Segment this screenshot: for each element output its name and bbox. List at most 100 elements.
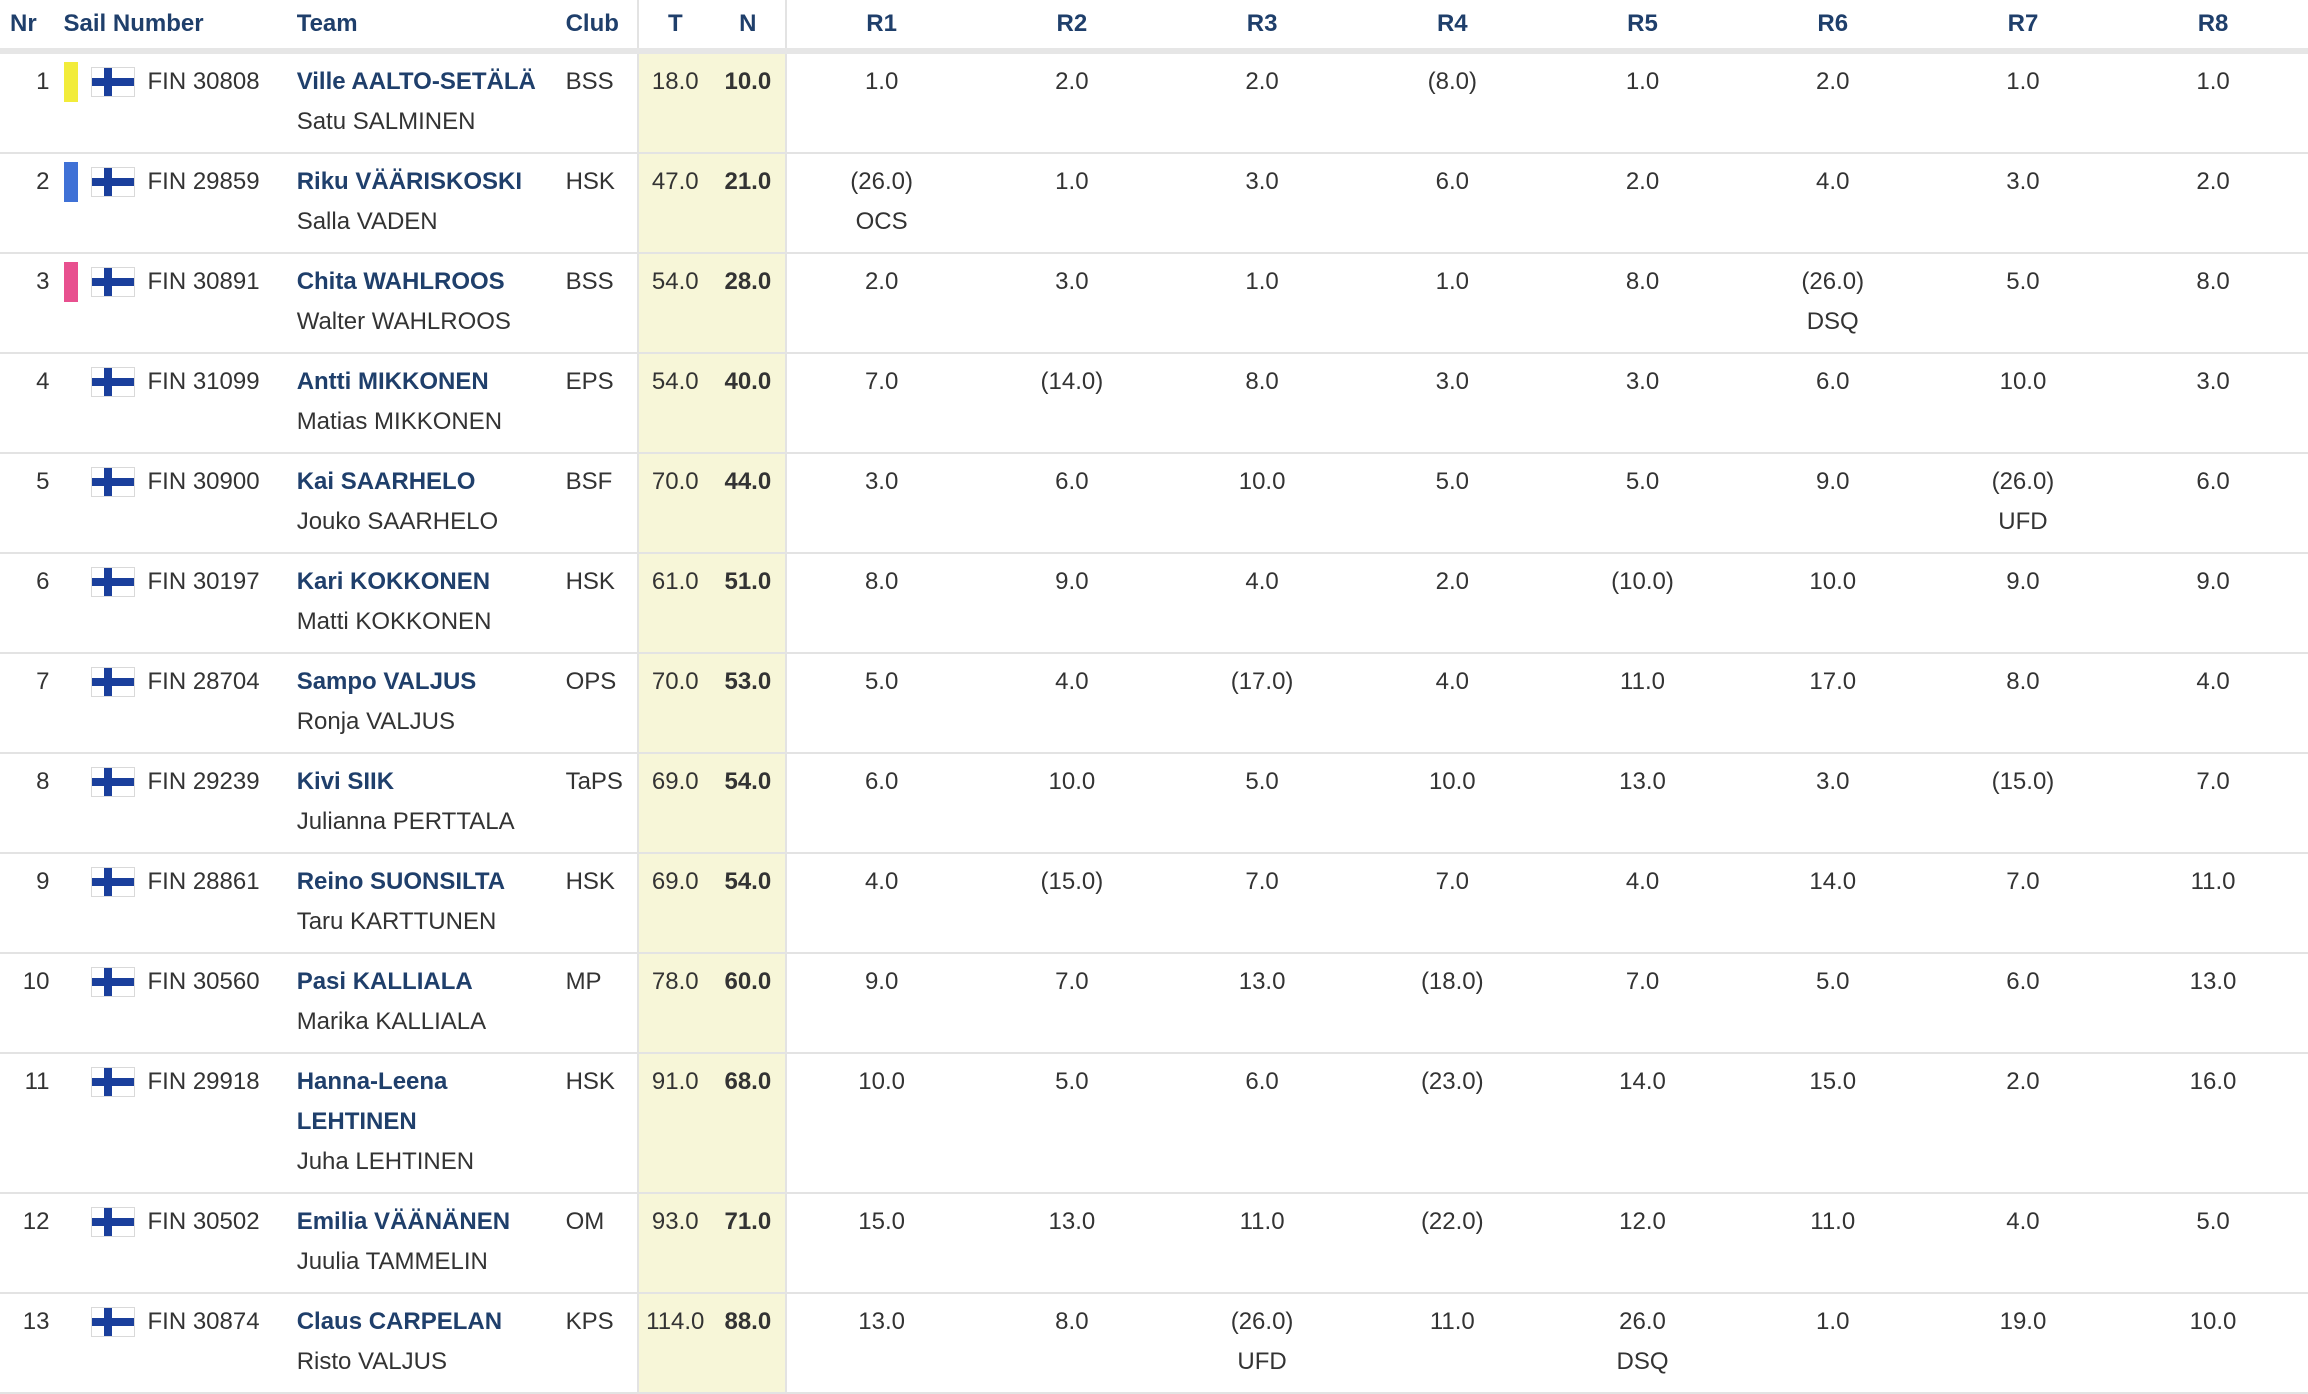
medal-stripe [64, 362, 78, 402]
net-cell: 28.0 [711, 253, 787, 354]
col-header-club[interactable]: Club [565, 0, 639, 54]
table-row[interactable]: 5 FIN 30900 Kai SAARHELO Jouko SAARHELO BSF 7… [0, 453, 2308, 554]
col-header-nr[interactable]: Nr [0, 0, 64, 54]
finland-flag-icon [91, 768, 134, 796]
finland-flag-icon [91, 968, 134, 996]
table-row[interactable]: 6 FIN 30197 Kari KOKKONEN Matti KOKKONEN HSK… [0, 553, 2308, 654]
race-score: 4.0 [2196, 668, 2230, 695]
race-score: (10.0) [1611, 568, 1674, 595]
team-cell: Sampo VALJUS Ronja VALJUS [296, 653, 566, 754]
net-points: 54.0 [724, 768, 772, 795]
col-header-r5[interactable]: R5 [1547, 0, 1738, 54]
race-score: 17.0 [1809, 668, 1857, 695]
skipper-name-link[interactable]: Kai SAARHELO [296, 468, 476, 495]
race-cell-r3: (26.0) UFD [1166, 1293, 1358, 1394]
col-header-net[interactable]: N [711, 0, 787, 54]
col-header-r2[interactable]: R2 [976, 0, 1167, 54]
total-cell: 93.0 [637, 1193, 712, 1294]
medal-stripe [64, 662, 78, 702]
medal-stripe [63, 262, 78, 302]
race-score: 5.0 [1435, 468, 1469, 495]
race-score: (26.0) [1230, 1308, 1294, 1335]
col-header-r4[interactable]: R4 [1357, 0, 1548, 54]
penalty-code: DSQ [1806, 308, 1859, 335]
col-header-r6[interactable]: R6 [1737, 0, 1928, 54]
race-score: 1.0 [1625, 68, 1660, 95]
skipper-name-link[interactable]: Kari KOKKONEN [296, 568, 491, 595]
race-score: 6.0 [2196, 468, 2230, 495]
race-cell-r4: 7.0 [1357, 853, 1548, 954]
total-points: 18.0 [651, 68, 699, 95]
race-cell-r2: 3.0 [976, 253, 1167, 354]
skipper-name-link[interactable]: Emilia VÄÄNÄNEN [296, 1208, 511, 1235]
race-score: 5.0 [1625, 468, 1660, 495]
race-cell-r8: 13.0 [2118, 953, 2308, 1054]
sail-number-cell: FIN 30197 [63, 553, 297, 654]
race-score: 2.0 [1816, 68, 1850, 95]
race-score: (18.0) [1420, 968, 1484, 995]
race-score: 11.0 [2190, 868, 2236, 895]
race-score: 1.0 [2196, 68, 2230, 95]
table-row[interactable]: 11 FIN 29918 Hanna-Leena LEHTINEN Juha LEHT… [0, 1053, 2308, 1194]
skipper-name-link[interactable]: Pasi KALLIALA [296, 968, 473, 995]
race-score: 5.0 [1245, 768, 1279, 795]
table-row[interactable]: 8 FIN 29239 Kivi SIIK Julianna PERTTALA TaPS… [0, 753, 2308, 854]
skipper-name-link[interactable]: Hanna-Leena LEHTINEN [296, 1068, 448, 1135]
skipper-name-link[interactable]: Sampo VALJUS [296, 668, 477, 695]
finland-flag-icon [91, 668, 134, 696]
finland-flag-icon [91, 168, 134, 196]
race-score: 14.0 [1809, 868, 1857, 895]
table-row[interactable]: 7 FIN 28704 Sampo VALJUS Ronja VALJUS OPS 70.… [0, 653, 2308, 754]
table-row[interactable]: 3 FIN 30891 Chita WAHLROOS Walter WAHLROOS B… [0, 253, 2308, 354]
total-cell: 61.0 [637, 553, 712, 654]
race-score: 3.0 [2006, 168, 2040, 195]
col-header-sail-number[interactable]: Sail Number [63, 0, 297, 54]
col-header-total[interactable]: T [637, 0, 712, 54]
race-score: (22.0) [1420, 1208, 1484, 1235]
skipper-name-link[interactable]: Chita WAHLROOS [296, 268, 505, 295]
race-score: 15.0 [1809, 1068, 1857, 1095]
table-row[interactable]: 10 FIN 30560 Pasi KALLIALA Marika KALLIALA M… [0, 953, 2308, 1054]
race-cell-r8: 16.0 [2118, 1053, 2308, 1194]
race-score: 4.0 [864, 868, 899, 895]
col-header-r8[interactable]: R8 [2118, 0, 2308, 54]
table-row[interactable]: 1 FIN 30808 Ville AALTO-SETÄLÄ Satu SALMINE… [0, 51, 2308, 154]
race-cell-r3: 11.0 [1166, 1193, 1358, 1294]
race-cell-r4: (23.0) [1357, 1053, 1548, 1194]
race-score: 8.0 [2196, 268, 2230, 295]
col-header-team[interactable]: Team [296, 0, 566, 54]
net-points: 54.0 [724, 868, 772, 895]
race-cell-r4: 6.0 [1357, 153, 1548, 254]
race-score: 4.0 [1625, 868, 1660, 895]
table-row[interactable]: 2 FIN 29859 Riku VÄÄRISKOSKI Salla VADEN HSK… [0, 153, 2308, 254]
table-row[interactable]: 12 FIN 30502 Emilia VÄÄNÄNEN Juulia TAMMELI… [0, 1193, 2308, 1294]
table-row[interactable]: 13 FIN 30874 Claus CARPELAN Risto VALJUS KPS… [0, 1293, 2308, 1394]
col-header-r1[interactable]: R1 [785, 0, 977, 54]
skipper-name-link[interactable]: Claus CARPELAN [296, 1308, 503, 1335]
race-score: 6.0 [864, 768, 899, 795]
race-cell-r7: 7.0 [1927, 853, 2119, 954]
skipper-name-link[interactable]: Kivi SIIK [296, 768, 395, 795]
race-cell-r4: 3.0 [1357, 353, 1548, 454]
col-header-r3[interactable]: R3 [1166, 0, 1358, 54]
race-score: 12.0 [1619, 1208, 1666, 1235]
total-cell: 69.0 [637, 853, 712, 954]
rank-number: 9 [36, 868, 50, 895]
sail-number: FIN 30808 [147, 68, 260, 95]
net-cell: 10.0 [711, 51, 787, 154]
table-row[interactable]: 9 FIN 28861 Reino SUONSILTA Taru KARTTUNEN H… [0, 853, 2308, 954]
race-cell-r6: 3.0 [1737, 753, 1928, 854]
skipper-name-link[interactable]: Riku VÄÄRISKOSKI [296, 168, 523, 195]
club-name: KPS [565, 1308, 614, 1335]
race-score: (15.0) [1991, 768, 2055, 795]
skipper-name-link[interactable]: Reino SUONSILTA [296, 868, 506, 895]
skipper-name-link[interactable]: Ville AALTO-SETÄLÄ [296, 68, 536, 95]
race-cell-r8: 1.0 [2118, 51, 2308, 154]
sail-number: FIN 30874 [147, 1308, 260, 1335]
race-cell-r5: 26.0 DSQ [1547, 1293, 1738, 1394]
race-cell-r6: 9.0 [1737, 453, 1928, 554]
skipper-name-link[interactable]: Antti MIKKONEN [296, 368, 489, 395]
col-header-r7[interactable]: R7 [1927, 0, 2119, 54]
table-row[interactable]: 4 FIN 31099 Antti MIKKONEN Matias MIKKONEN E… [0, 353, 2308, 454]
club-name: HSK [565, 168, 615, 195]
